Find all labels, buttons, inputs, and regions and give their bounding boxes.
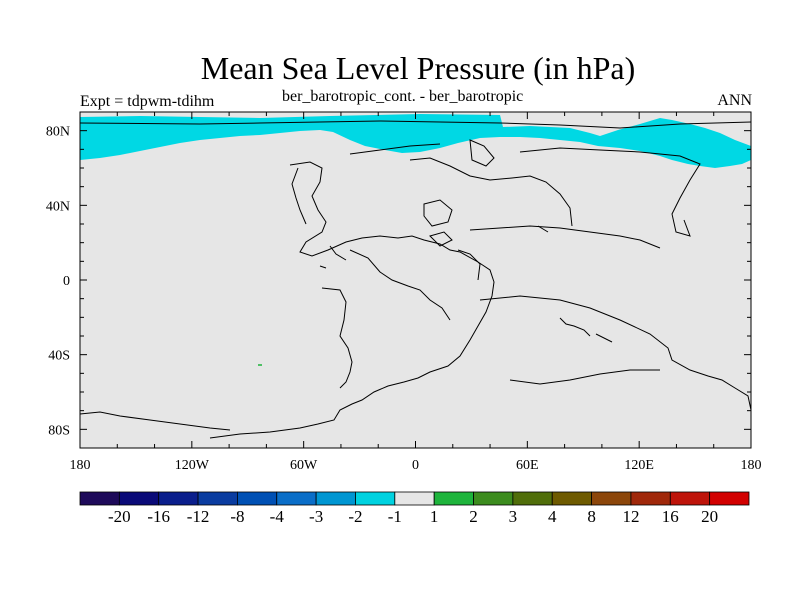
lon-label: 0 — [412, 458, 419, 473]
colorbar-label: -20 — [108, 507, 131, 526]
colorbar-label: -8 — [230, 507, 244, 526]
colorbar-swatch — [591, 491, 632, 506]
colorbar-label: 12 — [622, 507, 639, 526]
colorbar-label: 4 — [548, 507, 557, 526]
colorbar-swatch — [237, 491, 278, 506]
colorbar-swatch — [355, 491, 396, 506]
colorbar-swatch — [118, 491, 160, 506]
colorbar-label: -16 — [147, 507, 170, 526]
colorbar-label: 1 — [430, 507, 439, 526]
lon-label: 180 — [70, 458, 91, 473]
longitude-labels: 180 120W 60W 0 60E 120E 180 — [70, 458, 762, 473]
colorbar-swatch — [551, 491, 592, 506]
anomaly-region-small — [228, 125, 286, 132]
plot-area — [80, 112, 751, 448]
colorbar-swatch — [669, 491, 711, 506]
colorbar-swatch — [276, 491, 317, 506]
colorbar-label: 3 — [509, 507, 518, 526]
lat-label: 40S — [48, 349, 70, 364]
experiment-label: Expt = tdpwm-tdihm — [80, 93, 215, 110]
map-title: Mean Sea Level Pressure (in hPa) — [200, 50, 636, 86]
colorbar-swatch — [79, 491, 120, 506]
lon-label: 60W — [290, 458, 318, 473]
lon-label: 120W — [175, 458, 210, 473]
coastlines — [79, 120, 752, 439]
comparison-label: ber_barotropic_cont. - ber_barotropic — [282, 88, 524, 105]
colorbar: -20 -16 -12 -8 -4 -3 -2 -1 1 2 3 4 8 12 16 20 — [79, 491, 750, 526]
colorbar-label: -4 — [270, 507, 285, 526]
colorbar-swatch — [473, 491, 514, 506]
lon-label: 60E — [516, 458, 539, 473]
colorbar-swatch — [315, 491, 356, 506]
colorbar-swatch — [512, 491, 553, 506]
colorbar-swatch — [709, 491, 750, 506]
colorbar-swatch — [197, 491, 238, 506]
colorbar-label: 2 — [469, 507, 478, 526]
colorbar-swatch — [433, 491, 474, 506]
colorbar-swatch — [394, 491, 435, 506]
colorbar-label: -12 — [187, 507, 210, 526]
season-label: ANN — [717, 92, 752, 109]
lon-label: 180 — [741, 458, 762, 473]
colorbar-label: 16 — [662, 507, 679, 526]
colorbar-label: -1 — [388, 507, 402, 526]
colorbar-swatch — [630, 491, 671, 506]
axis-ticks — [79, 111, 752, 449]
latitude-labels: 80N 40N 0 40S 80S — [46, 125, 70, 439]
lon-label: 120E — [624, 458, 654, 473]
lat-label: 0 — [63, 274, 70, 289]
colorbar-label: 8 — [587, 507, 596, 526]
colorbar-swatch — [158, 491, 199, 506]
colorbar-label: -2 — [348, 507, 362, 526]
lat-label: 80N — [46, 125, 70, 140]
colorbar-label: -3 — [309, 507, 323, 526]
colorbar-label: 20 — [701, 507, 718, 526]
lat-label: 80S — [48, 423, 70, 438]
lat-label: 40N — [46, 199, 70, 214]
